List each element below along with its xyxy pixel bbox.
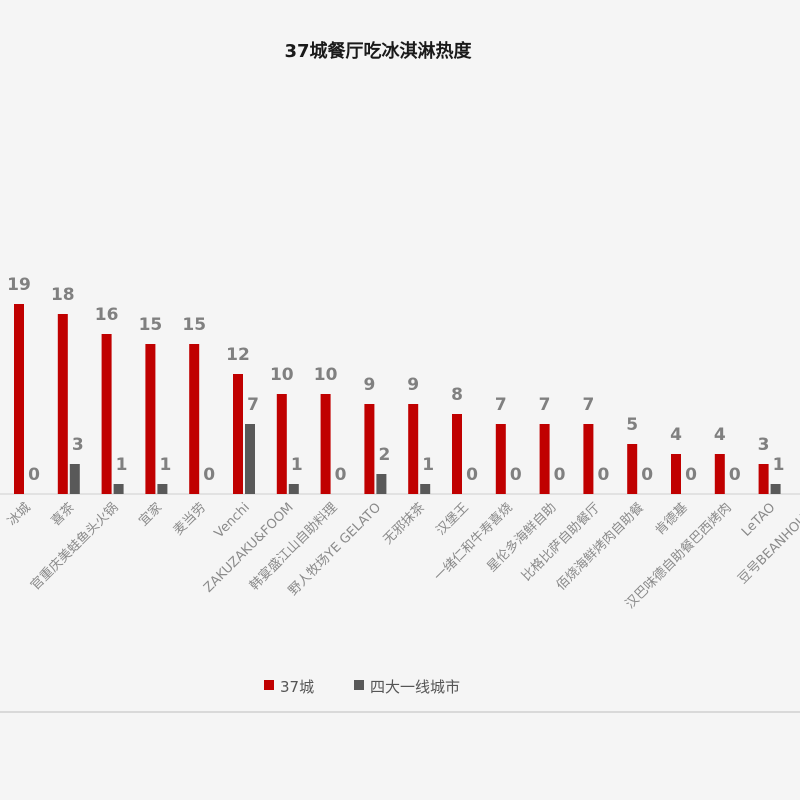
data-label: 0 (203, 465, 215, 485)
x-tick-label: 比格比萨自助餐厅 (518, 500, 603, 585)
legend-label-tier1: 四大一线城市 (370, 678, 460, 696)
bar-tier1-17 (770, 484, 781, 494)
data-label: 15 (139, 315, 163, 335)
x-tick-label: 一绪仁和牛寿喜烧 (431, 500, 515, 584)
data-label: 1 (291, 455, 303, 475)
bar-37-16 (714, 454, 725, 494)
data-label: 7 (582, 395, 594, 415)
bar-37-3 (145, 344, 156, 494)
data-label: 4 (714, 425, 726, 445)
bar-37-6 (276, 394, 287, 494)
data-label: 1 (773, 455, 785, 475)
bar-37-2 (101, 334, 112, 494)
bar-37-8 (364, 404, 375, 494)
x-tick-label: 喜茶 (48, 500, 78, 530)
data-label: 3 (72, 435, 84, 455)
data-label: 5 (626, 415, 638, 435)
x-tick-label: Venchi (212, 500, 253, 541)
data-label: 4 (670, 425, 682, 445)
data-label: 10 (270, 365, 294, 385)
x-tick-label: 无邪抹茶 (380, 500, 428, 548)
bar-tier1-8 (376, 474, 387, 494)
data-label: 9 (407, 375, 419, 395)
x-tick-label: 宜家 (136, 500, 166, 530)
data-label: 0 (335, 465, 347, 485)
bar-tier1-2 (113, 484, 124, 494)
bar-tier1-6 (288, 484, 299, 494)
bar-37-4 (189, 344, 200, 494)
bar-37-12 (539, 424, 550, 494)
data-label: 1 (159, 455, 171, 475)
data-label: 12 (226, 345, 250, 365)
chart-title: 37城餐厅吃冰淇淋热度 (284, 40, 472, 62)
bar-37-10 (452, 414, 462, 494)
data-label: 8 (451, 385, 463, 405)
data-label: 18 (51, 285, 75, 305)
data-label: 1 (422, 455, 434, 475)
legend-label-37: 37城 (280, 678, 314, 696)
data-label: 0 (466, 465, 478, 485)
legend-swatch-37 (264, 680, 274, 690)
data-label: 0 (685, 465, 697, 485)
x-tick-label: 麦当劳 (170, 500, 209, 539)
data-label: 3 (758, 435, 770, 455)
data-label: 0 (641, 465, 653, 485)
bar-37-17 (758, 464, 769, 494)
data-label: 7 (247, 395, 259, 415)
bar-37-1 (57, 314, 68, 494)
bar-37-15 (671, 454, 681, 494)
legend-swatch-tier1 (354, 680, 364, 690)
bar-tier1-1 (69, 464, 80, 494)
data-label: 10 (314, 365, 338, 385)
bar-37-5 (233, 374, 243, 494)
bar-37-7 (320, 394, 331, 494)
data-label: 0 (729, 465, 741, 485)
data-label: 19 (7, 275, 31, 295)
data-label: 9 (363, 375, 375, 395)
data-label: 0 (554, 465, 566, 485)
data-label: 15 (182, 315, 206, 335)
bar-37-14 (627, 444, 638, 494)
x-tick-label: 汉堡王 (433, 500, 472, 539)
data-label: 0 (28, 465, 40, 485)
bar-37-9 (408, 404, 419, 494)
bar-tier1-5 (245, 424, 255, 494)
x-tick-label: 冰城 (5, 500, 34, 529)
data-label: 16 (95, 305, 119, 325)
data-label: 0 (510, 465, 522, 485)
x-tick-label: 肯德基 (653, 500, 691, 538)
bar-37-0 (14, 304, 24, 494)
bar-37-13 (583, 424, 594, 494)
data-label: 1 (116, 455, 128, 475)
legend: 37城 四大一线城市 (264, 678, 460, 696)
bar-37-11 (495, 424, 506, 494)
data-label: 0 (597, 465, 609, 485)
bar-tier1-3 (157, 484, 168, 494)
data-label: 2 (378, 445, 390, 465)
data-label: 7 (539, 395, 551, 415)
bar-tier1-9 (420, 484, 431, 494)
x-tick-label: LeTAO (739, 500, 778, 539)
data-label: 7 (495, 395, 507, 415)
